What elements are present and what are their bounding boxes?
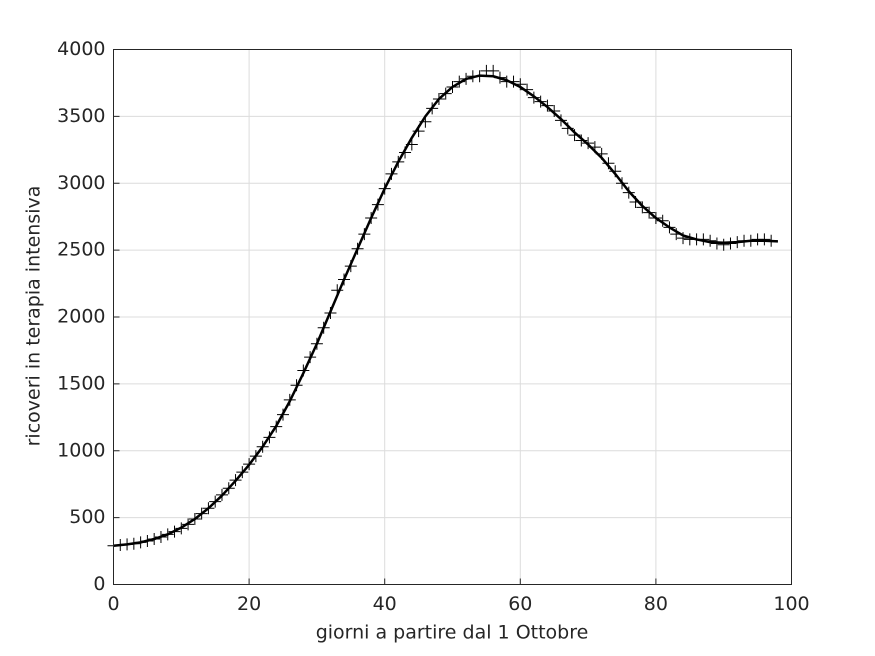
y-tick-label: 4000 <box>57 38 105 60</box>
data-point <box>758 233 771 246</box>
y-tick-label: 500 <box>69 506 105 528</box>
x-tick-label: 100 <box>773 593 809 615</box>
y-tick-label: 1000 <box>57 439 105 461</box>
fit-line <box>113 74 779 547</box>
y-axis-label: ricoveri in terapia intensiva <box>23 186 45 447</box>
y-tick-label: 2500 <box>57 239 105 261</box>
y-tick-label: 0 <box>93 573 105 595</box>
x-axis-label: giorni a partire dal 1 Ottobre <box>316 622 589 644</box>
x-tick-label: 40 <box>373 593 397 615</box>
y-tick-label: 1500 <box>57 372 105 394</box>
y-tick-label: 3500 <box>57 105 105 127</box>
y-tick-label: 3000 <box>57 172 105 194</box>
x-tick-label: 0 <box>107 593 119 615</box>
x-tick-label: 80 <box>644 593 668 615</box>
y-tick-label: 2000 <box>57 306 105 328</box>
x-tick-label: 20 <box>237 593 261 615</box>
data-point <box>487 64 500 77</box>
data-point <box>717 238 730 251</box>
x-tick-label: 60 <box>508 593 532 615</box>
plot-area <box>107 64 779 552</box>
